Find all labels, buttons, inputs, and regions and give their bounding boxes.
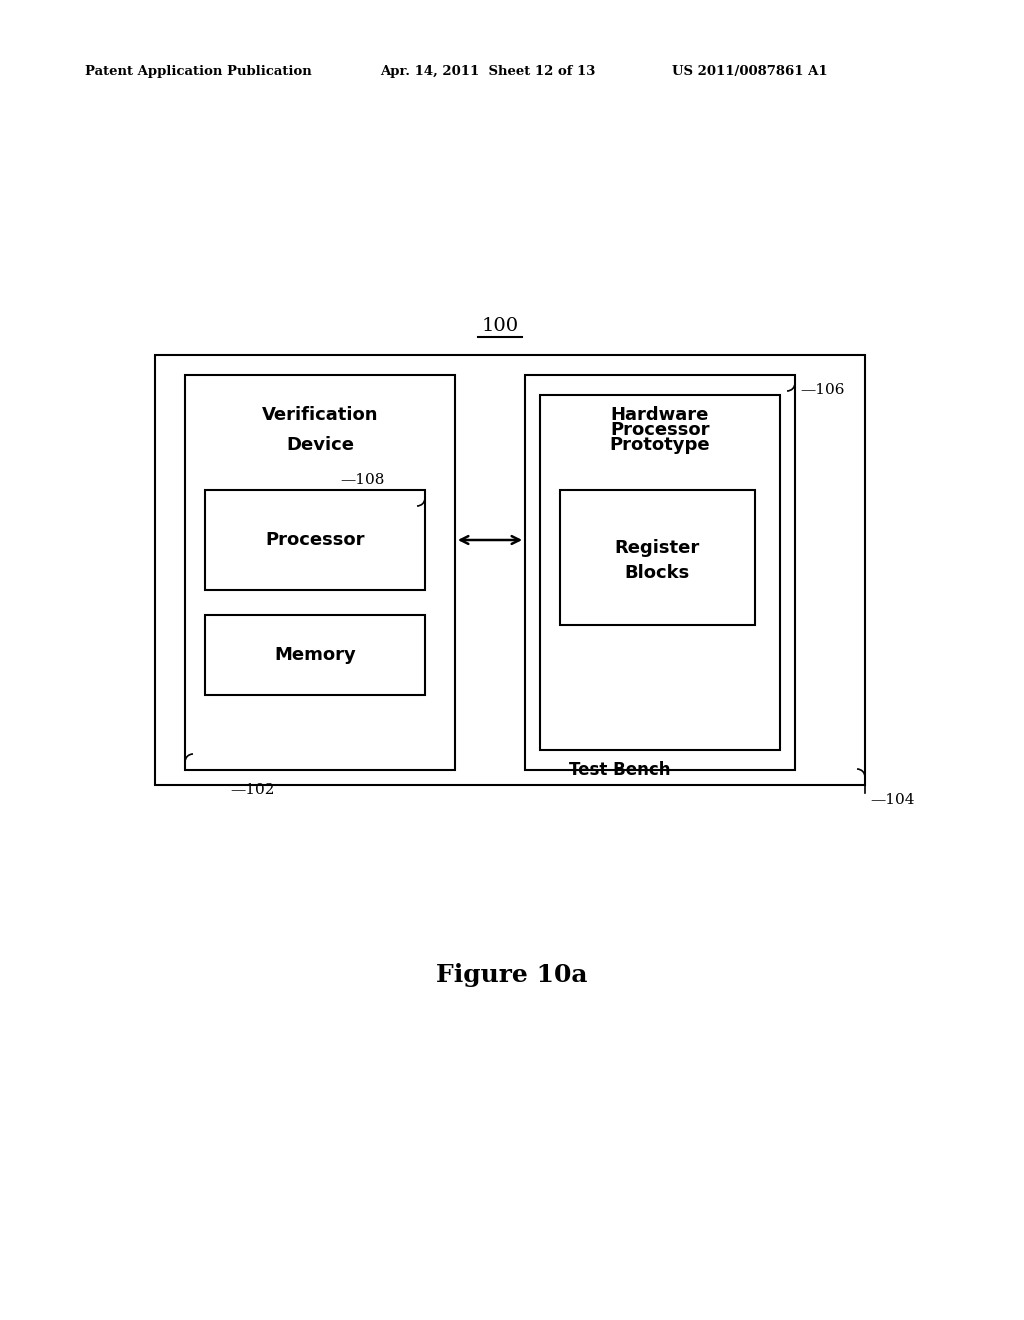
Text: US 2011/0087861 A1: US 2011/0087861 A1	[672, 66, 827, 78]
Bar	[525, 375, 795, 770]
Text: 100: 100	[481, 317, 518, 335]
Text: Processor: Processor	[610, 421, 710, 440]
Text: Processor: Processor	[265, 531, 365, 549]
Text: —104: —104	[870, 793, 914, 807]
Text: —106: —106	[800, 383, 845, 397]
Text: Device: Device	[286, 436, 354, 454]
Text: Apr. 14, 2011  Sheet 12 of 13: Apr. 14, 2011 Sheet 12 of 13	[380, 66, 595, 78]
Text: Hardware: Hardware	[610, 407, 710, 424]
Text: Register: Register	[614, 539, 699, 557]
Bar	[185, 375, 455, 770]
Text: —108: —108	[340, 473, 384, 487]
Text: —102: —102	[230, 783, 274, 797]
Bar	[155, 355, 865, 785]
Text: Figure 10a: Figure 10a	[436, 964, 588, 987]
Bar	[540, 395, 780, 750]
Bar	[560, 490, 755, 624]
Bar	[205, 615, 425, 696]
Text: Blocks: Blocks	[625, 564, 689, 582]
Bar	[205, 490, 425, 590]
Text: Memory: Memory	[274, 645, 356, 664]
Text: Verification: Verification	[262, 407, 378, 424]
Text: Prototype: Prototype	[609, 436, 711, 454]
Text: Patent Application Publication: Patent Application Publication	[85, 66, 311, 78]
Text: Test Bench: Test Bench	[569, 762, 671, 779]
